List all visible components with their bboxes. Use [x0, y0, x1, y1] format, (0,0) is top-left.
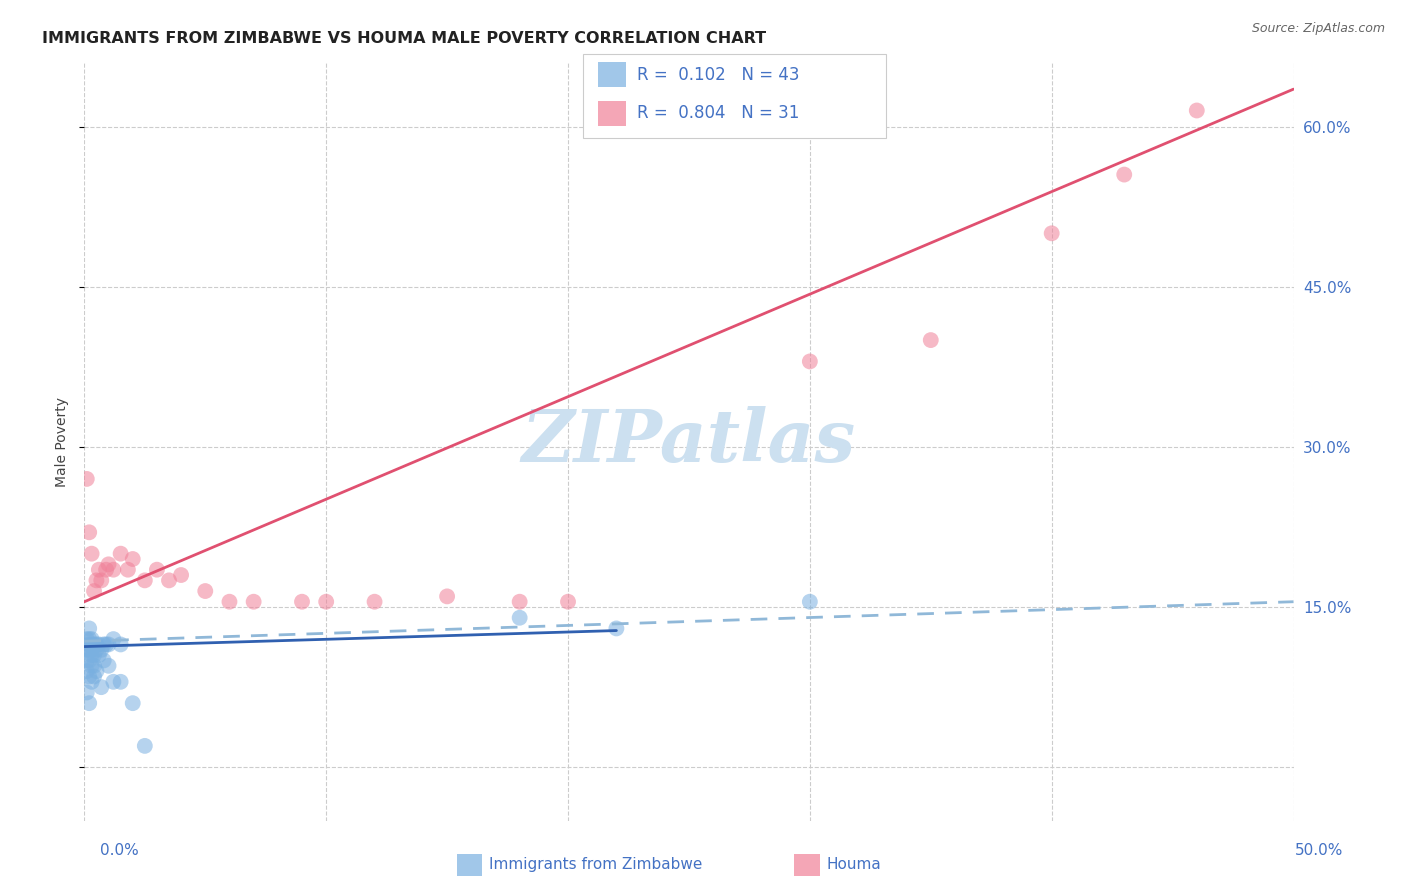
- Point: [80, 547, 103, 561]
- Text: Immigrants from Zimbabwe: Immigrants from Zimbabwe: [489, 857, 703, 872]
- Point: [80, 632, 103, 646]
- Text: Source: ZipAtlas.com: Source: ZipAtlas.com: [1251, 22, 1385, 36]
- Text: 0.0%: 0.0%: [100, 843, 139, 858]
- Point: [103, 674, 125, 689]
- Point: [242, 595, 264, 609]
- Point: [80, 648, 103, 662]
- Point: [86, 574, 108, 588]
- Point: [218, 595, 240, 609]
- Point: [76, 472, 98, 486]
- Point: [110, 547, 132, 561]
- Point: [146, 563, 169, 577]
- Point: [605, 622, 627, 636]
- Point: [509, 595, 531, 609]
- Point: [93, 653, 115, 667]
- Point: [134, 574, 156, 588]
- Point: [121, 696, 143, 710]
- Point: [110, 637, 132, 651]
- Point: [157, 574, 180, 588]
- Point: [94, 637, 117, 651]
- Text: 50.0%: 50.0%: [1295, 843, 1343, 858]
- Point: [557, 595, 579, 609]
- Point: [83, 637, 105, 651]
- Point: [90, 574, 112, 588]
- Point: [80, 642, 103, 657]
- Point: [77, 622, 100, 636]
- Point: [76, 642, 98, 657]
- Point: [93, 637, 115, 651]
- Point: [920, 333, 942, 347]
- Point: [87, 563, 110, 577]
- Point: [77, 669, 100, 683]
- Point: [363, 595, 385, 609]
- Point: [1040, 227, 1063, 241]
- Point: [86, 642, 108, 657]
- Point: [77, 525, 100, 540]
- Point: [76, 632, 98, 646]
- Point: [76, 685, 98, 699]
- Point: [80, 637, 103, 651]
- Point: [77, 696, 100, 710]
- Point: [315, 595, 337, 609]
- Point: [80, 674, 103, 689]
- Point: [77, 653, 100, 667]
- Point: [87, 648, 110, 662]
- Point: [291, 595, 314, 609]
- Point: [86, 664, 108, 678]
- Point: [76, 664, 98, 678]
- Point: [87, 637, 110, 651]
- Point: [90, 680, 112, 694]
- Point: [110, 674, 132, 689]
- Point: [83, 584, 105, 599]
- Point: [86, 637, 108, 651]
- Point: [509, 611, 531, 625]
- Point: [77, 637, 100, 651]
- Point: [83, 648, 105, 662]
- Point: [97, 658, 120, 673]
- Point: [799, 354, 821, 368]
- Point: [103, 563, 125, 577]
- Point: [83, 658, 105, 673]
- Point: [97, 637, 120, 651]
- Text: ZIPatlas: ZIPatlas: [522, 406, 856, 477]
- Y-axis label: Male Poverty: Male Poverty: [55, 397, 69, 486]
- Point: [799, 595, 821, 609]
- Point: [94, 563, 117, 577]
- Point: [117, 563, 139, 577]
- Point: [436, 590, 458, 604]
- Text: R =  0.804   N = 31: R = 0.804 N = 31: [637, 104, 799, 122]
- Point: [80, 658, 103, 673]
- Text: IMMIGRANTS FROM ZIMBABWE VS HOUMA MALE POVERTY CORRELATION CHART: IMMIGRANTS FROM ZIMBABWE VS HOUMA MALE P…: [42, 31, 766, 46]
- Point: [90, 642, 112, 657]
- Point: [134, 739, 156, 753]
- Point: [77, 642, 100, 657]
- Point: [97, 558, 120, 572]
- Point: [76, 653, 98, 667]
- Point: [1185, 103, 1208, 118]
- Point: [170, 568, 193, 582]
- Point: [77, 632, 100, 646]
- Text: R =  0.102   N = 43: R = 0.102 N = 43: [637, 66, 800, 84]
- Point: [83, 669, 105, 683]
- Point: [194, 584, 217, 599]
- Text: Houma: Houma: [827, 857, 882, 872]
- Point: [1114, 168, 1136, 182]
- Point: [121, 552, 143, 566]
- Point: [103, 632, 125, 646]
